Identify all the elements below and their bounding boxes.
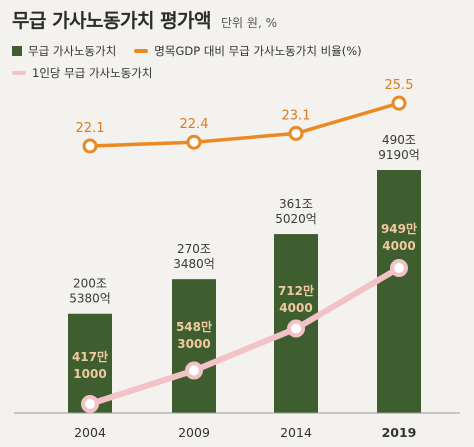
per-capita-value-label-line: 417만 xyxy=(72,349,108,364)
per-capita-point xyxy=(390,259,408,277)
per-capita-value-label-line: 3000 xyxy=(177,337,210,351)
per-capita-point xyxy=(81,395,99,413)
bar-value-label-line: 5020억 xyxy=(275,212,317,226)
chart-title: 무급 가사노동가치 평가액 xyxy=(12,10,212,32)
legend-swatch-bar xyxy=(12,46,22,56)
legend-label-ratio: 명목GDP 대비 무급 가사노동가치 비율(%) xyxy=(154,44,362,58)
legend-swatch-ratio xyxy=(134,49,149,53)
bar-2019 xyxy=(377,170,421,413)
x-tick-label: 2004 xyxy=(74,425,106,440)
legend-label-per-capita: 1인당 무급 가사노동가치 xyxy=(32,66,153,80)
ratio-line xyxy=(89,101,400,148)
bar-value-label: 490조 9190억 xyxy=(378,133,420,162)
chart-header: 무급 가사노동가치 평가액 단위 원, % xyxy=(12,6,277,33)
bar-value-label-line: 200조 xyxy=(73,277,107,291)
per-capita-value-label-line: 4000 xyxy=(382,239,415,253)
legend-item-per-capita: 1인당 무급 가사노동가치 xyxy=(12,65,152,81)
bar-value-label: 361조 5020억 xyxy=(275,197,317,226)
per-capita-point xyxy=(287,319,305,338)
chart-unit-label: 단위 원, % xyxy=(221,16,277,30)
chart-legend: 무급 가사노동가치 명목GDP 대비 무급 가사노동가치 비율(%) 1인당 무… xyxy=(12,40,362,84)
legend-item-bar: 무급 가사노동가치 xyxy=(12,43,116,59)
legend-swatch-per-capita xyxy=(12,71,26,75)
ratio-point xyxy=(288,125,304,141)
ratio-point xyxy=(391,95,407,111)
per-capita-line xyxy=(89,265,401,407)
ratio-point xyxy=(82,138,98,154)
bar-value-label-line: 361조 xyxy=(279,197,313,211)
ratio-value-label: 25.5 xyxy=(385,78,414,93)
ratio-point xyxy=(186,134,202,150)
bar-value-label: 200조 5380억 xyxy=(69,277,111,306)
legend-label-bar: 무급 가사노동가치 xyxy=(28,44,117,58)
bar-2009 xyxy=(172,279,216,413)
per-capita-value-label: 949만 4000 xyxy=(381,221,417,253)
per-capita-point xyxy=(185,361,203,380)
per-capita-value-label-line: 1000 xyxy=(73,367,106,381)
per-capita-value-label-line: 4000 xyxy=(279,301,312,315)
x-tick-label: 2019 xyxy=(382,425,417,440)
ratio-value-label: 22.4 xyxy=(180,117,209,132)
bar-value-label-line: 270조 xyxy=(177,242,211,256)
per-capita-value-label-line: 548만 xyxy=(176,319,212,334)
x-tick-label: 2014 xyxy=(280,425,312,440)
x-tick-label: 2009 xyxy=(178,425,210,440)
bar-value-label-line: 3480억 xyxy=(173,257,215,271)
per-capita-value-label-line: 712만 xyxy=(278,283,314,298)
per-capita-value-label: 417만 1000 xyxy=(72,349,108,381)
legend-item-ratio: 명목GDP 대비 무급 가사노동가치 비율(%) xyxy=(134,43,362,59)
ratio-value-label: 22.1 xyxy=(76,121,105,136)
bar-value-label-line: 490조 xyxy=(382,133,416,147)
per-capita-value-label: 712만 4000 xyxy=(278,283,314,315)
bar-value-label-line: 9190억 xyxy=(378,148,420,162)
per-capita-value-label-line: 949만 xyxy=(381,221,417,236)
per-capita-value-label: 548만 3000 xyxy=(176,319,212,351)
ratio-value-label: 23.1 xyxy=(282,108,311,123)
bar-value-label: 270조 3480억 xyxy=(173,242,215,271)
bar-value-label-line: 5380억 xyxy=(69,292,111,306)
